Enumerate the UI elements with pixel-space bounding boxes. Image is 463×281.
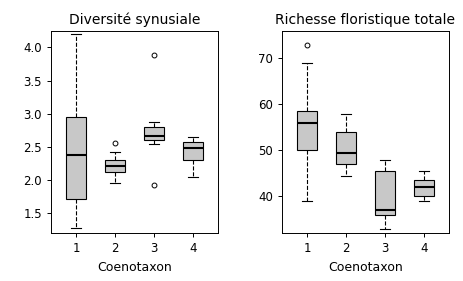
PathPatch shape bbox=[414, 180, 433, 196]
PathPatch shape bbox=[106, 160, 125, 171]
Title: Diversité synusiale: Diversité synusiale bbox=[69, 12, 200, 27]
X-axis label: Coenotaxon: Coenotaxon bbox=[328, 261, 403, 274]
PathPatch shape bbox=[336, 132, 356, 164]
PathPatch shape bbox=[67, 117, 86, 199]
Title: Richesse floristique totale: Richesse floristique totale bbox=[275, 13, 456, 27]
PathPatch shape bbox=[375, 171, 394, 215]
PathPatch shape bbox=[144, 127, 164, 140]
PathPatch shape bbox=[183, 142, 203, 160]
X-axis label: Coenotaxon: Coenotaxon bbox=[97, 261, 172, 274]
PathPatch shape bbox=[297, 111, 317, 150]
